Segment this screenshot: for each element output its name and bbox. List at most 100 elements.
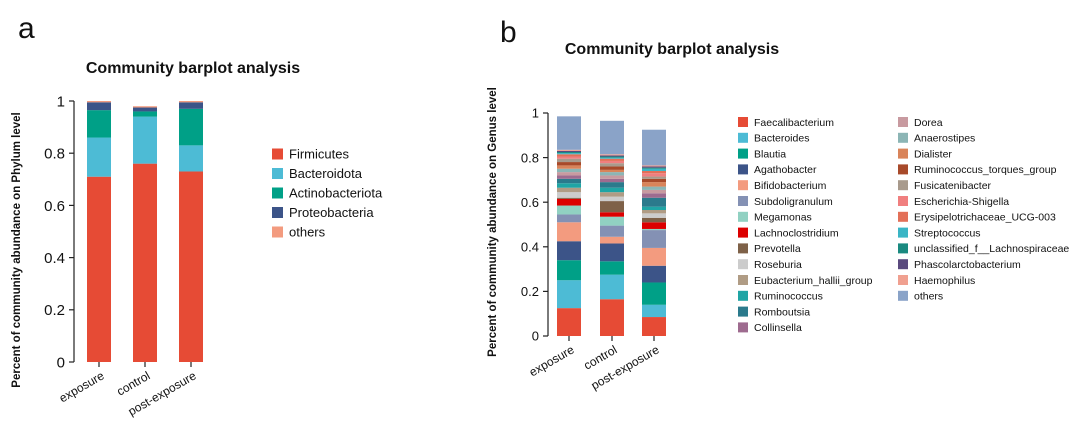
a-legend-item-proteobacteria: Proteobacteria [272, 205, 374, 220]
b-segment-romboutsia-exposure [557, 178, 581, 184]
a-legend-label: Actinobacteriota [289, 186, 383, 201]
a-legend-item-others: others [272, 225, 326, 240]
b-segment-ruminococcus-exposure [557, 183, 581, 188]
b-segment-ruminococcus-torques-group-post-exposure [642, 178, 666, 183]
b-legend-item-streptococcus: Streptococcus [898, 227, 981, 239]
a-legend-item-bacteroidota: Bacteroidota [272, 166, 363, 181]
panel-a-y-axis-label: Percent of community abundance on Phylum… [11, 112, 23, 387]
b-segment-fusicatenibacter-exposure [557, 158, 581, 163]
a-y-tick-label: 0.4 [44, 250, 65, 267]
b-segment-romboutsia-control [600, 182, 624, 188]
b-segment-dorea-post-exposure [642, 189, 666, 194]
b-legend-item-agathobacter: Agathobacter [738, 164, 817, 176]
b-segment-streptococcus-post-exposure [642, 168, 666, 171]
b-legend-label: Lachnoclostridium [754, 227, 839, 239]
b-segment-others-post-exposure [642, 129, 666, 166]
b-legend-label: Subdoligranulum [754, 196, 833, 208]
b-x-tick-label-exposure: exposure [527, 342, 577, 379]
b-segment-bacteroides-control [600, 274, 624, 300]
b-legend-label: Eubacterium_hallii_group [754, 275, 873, 287]
b-segment-romboutsia-post-exposure [642, 197, 666, 207]
b-segment-streptococcus-exposure [557, 153, 581, 155]
a-segment-others-post-exposure [179, 101, 203, 103]
b-legend-item-prevotella: Prevotella [738, 243, 801, 255]
b-legend-item-subdoligranulum: Subdoligranulum [738, 196, 833, 208]
b-legend-swatch [898, 117, 908, 127]
b-segment-streptococcus-control [600, 157, 624, 159]
b-segment-lachnoclostridium-exposure [557, 198, 581, 206]
b-segment-eubacterium-hallii-group-post-exposure [642, 210, 666, 214]
b-segment-subdoligranulum-control [600, 225, 624, 237]
b-segment-others-control [600, 120, 624, 155]
b-segment-eubacterium-hallii-group-exposure [557, 187, 581, 193]
a-y-tick-label: 0.6 [44, 198, 65, 215]
b-segment-haemophilus-control [600, 154, 624, 156]
b-legend-swatch [898, 180, 908, 191]
b-legend-label: Prevotella [754, 243, 801, 255]
b-legend-item-blautia: Blautia [738, 148, 786, 160]
b-segment-collinsella-control [600, 178, 624, 183]
b-segment-dorea-control [600, 175, 624, 179]
b-legend-swatch [898, 259, 908, 270]
b-legend-swatch [738, 322, 748, 333]
b-legend-swatch [738, 211, 748, 222]
b-segment-dorea-exposure [557, 172, 581, 176]
b-legend-swatch [738, 306, 748, 317]
b-y-tick-label: 1 [532, 106, 539, 121]
a-legend-item-actinobacteriota: Actinobacteriota [272, 186, 383, 201]
b-legend-item-dialister: Dialister [898, 148, 952, 160]
a-segment-others-control [133, 106, 157, 108]
b-legend-item-dorea: Dorea [898, 117, 943, 129]
b-legend-swatch [738, 164, 748, 175]
b-segment-ruminococcus-torques-group-exposure [557, 162, 581, 166]
b-legend-item-roseburia: Roseburia [738, 259, 802, 271]
a-legend-swatch [272, 226, 283, 238]
a-segment-bacteroidota-post-exposure [179, 145, 203, 172]
b-legend-item-lachnoclostridium: Lachnoclostridium [738, 227, 839, 239]
b-legend-label: Ruminococcus [754, 291, 823, 303]
b-segment-fusicatenibacter-post-exposure [642, 176, 666, 179]
b-segment-erysipelotrichaceae-ucg-003-control [600, 158, 624, 161]
a-segment-proteobacteria-post-exposure [179, 102, 203, 109]
b-segment-lachnoclostridium-post-exposure [642, 222, 666, 229]
panel-b-title: Community barplot analysis [565, 41, 779, 58]
b-segment-eubacterium-hallii-group-control [600, 192, 624, 197]
b-segment-roseburia-exposure [557, 192, 581, 198]
b-legend-swatch [898, 196, 908, 206]
b-y-tick-label: 0 [532, 329, 539, 344]
panel-a-label: a [18, 12, 35, 45]
b-segment-unclassified-f-lachnospiraceae-control [600, 156, 624, 158]
b-segment-lachnoclostridium-control [600, 212, 624, 217]
a-segment-actinobacteriota-exposure [87, 110, 111, 138]
b-segment-agathobacter-post-exposure [642, 265, 666, 283]
b-legend-item-escherichia-shigella: Escherichia-Shigella [898, 196, 1009, 208]
a-legend-swatch [272, 148, 283, 160]
b-legend-swatch [898, 227, 908, 238]
b-segment-blautia-post-exposure [642, 282, 666, 305]
b-segment-faecalibacterium-exposure [557, 308, 581, 336]
a-y-tick-label: 0.8 [44, 146, 65, 163]
b-legend-item-eubacterium-hallii-group: Eubacterium_hallii_group [738, 275, 873, 287]
b-legend-swatch [898, 211, 908, 222]
panel-b-legend: Faecalibacterium Bacteroides Blautia Agatho… [738, 117, 1069, 334]
a-segment-actinobacteriota-post-exposure [179, 108, 203, 146]
b-segment-megamonas-post-exposure [642, 228, 666, 231]
b-segment-bacteroides-post-exposure [642, 304, 666, 318]
b-legend-swatch [898, 148, 908, 159]
panel-b-bars [557, 116, 666, 336]
a-y-tick-label: 0.2 [44, 302, 65, 319]
b-legend-label: Romboutsia [754, 306, 810, 318]
b-legend-item-anaerostipes: Anaerostipes [898, 133, 975, 145]
b-segment-phascolarctobacterium-control [600, 155, 624, 157]
b-legend-label: Blautia [754, 148, 786, 160]
b-legend-label: Bacteroides [754, 133, 809, 145]
b-segment-anaerostipes-post-exposure [642, 186, 666, 190]
b-legend-label: Anaerostipes [914, 133, 975, 145]
b-segment-ruminococcus-post-exposure [642, 206, 666, 211]
b-legend-swatch [738, 117, 748, 127]
b-legend-item-others: others [898, 291, 943, 303]
b-bar-control [600, 120, 624, 336]
b-legend-label: Haemophilus [914, 275, 975, 287]
b-segment-prevotella-exposure [557, 197, 581, 199]
